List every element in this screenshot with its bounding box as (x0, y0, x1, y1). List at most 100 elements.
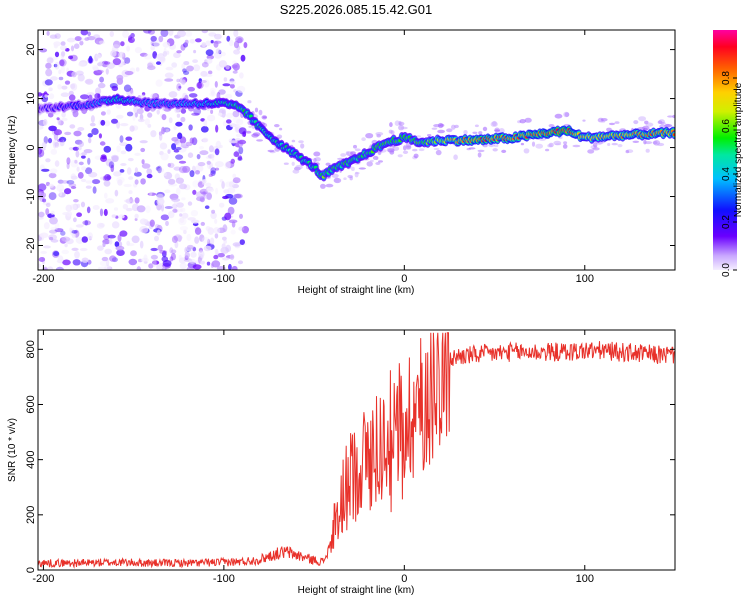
halo-blob (660, 122, 666, 125)
halo-blob (531, 141, 536, 147)
noise-blob (118, 214, 125, 219)
noise-blob (217, 253, 225, 258)
noise-blob (146, 173, 153, 179)
noise-blob (222, 236, 227, 241)
noise-blob (66, 180, 75, 185)
spectrogram-frame (37, 29, 676, 271)
noise-blob (122, 30, 130, 38)
noise-blob (173, 52, 181, 59)
noise-blob (223, 239, 227, 244)
noise-blob (175, 121, 183, 127)
noise-blob (53, 41, 61, 47)
halo-blob (361, 137, 366, 142)
noise-blob (175, 187, 181, 196)
halo-blob (545, 148, 550, 152)
noise-blob (161, 114, 167, 121)
noise-blob (80, 201, 86, 208)
noise-blob (50, 210, 55, 215)
noise-blob (125, 207, 133, 212)
noise-blob (109, 31, 115, 37)
noise-blob (64, 80, 71, 85)
noise-blob (172, 208, 178, 213)
noise-blob (87, 57, 94, 64)
noise-blob (154, 224, 160, 229)
noise-blob (210, 90, 215, 96)
halo-blob (245, 130, 252, 134)
noise-blob (141, 92, 146, 96)
noise-blob (205, 49, 214, 56)
noise-blob (214, 249, 219, 254)
noise-blob (96, 54, 101, 59)
noise-blob (158, 35, 164, 43)
noise-blob (95, 40, 99, 45)
x-tick-label: -200 (32, 573, 54, 585)
noise-blob (169, 256, 174, 262)
halo-blob (492, 148, 498, 152)
noise-blob (47, 266, 54, 270)
noise-blob (71, 233, 76, 238)
noise-blob (48, 125, 57, 132)
noise-blob (56, 184, 65, 192)
halo-blob (477, 149, 485, 153)
noise-blob (92, 186, 97, 194)
noise-blob (214, 218, 218, 224)
noise-blob (204, 205, 210, 209)
noise-blob (39, 232, 49, 239)
y-tick-label: 20 (25, 43, 37, 55)
noise-blob (190, 210, 199, 217)
colorbar-tick-label: 0.8 (721, 71, 732, 85)
noise-blob (203, 119, 208, 127)
noise-blob (238, 226, 245, 231)
noise-blob (124, 57, 131, 64)
noise-blob (190, 251, 197, 258)
noise-blob (206, 192, 212, 201)
noise-blob (72, 110, 79, 118)
noise-blob (194, 227, 202, 235)
noise-blob (173, 125, 177, 130)
noise-blob (75, 150, 80, 158)
noise-blob (175, 177, 184, 184)
noise-blob (110, 50, 117, 57)
noise-blob (54, 61, 60, 70)
noise-blob (199, 150, 209, 156)
noise-blob (152, 260, 160, 265)
noise-blob (157, 244, 163, 252)
noise-blob (70, 45, 75, 52)
noise-blob (103, 61, 111, 65)
noise-blob (213, 40, 219, 48)
noise-blob (183, 61, 190, 66)
noise-blob (72, 259, 81, 266)
noise-blob (173, 234, 183, 242)
noise-blob (229, 123, 237, 128)
noise-blob (230, 229, 236, 235)
noise-blob (149, 191, 153, 196)
noise-blob (201, 236, 210, 244)
noise-blob (144, 118, 150, 126)
noise-blob (77, 172, 84, 179)
noise-blob (180, 207, 186, 213)
noise-blob (76, 212, 82, 217)
halo-blob (609, 122, 615, 126)
noise-blob (47, 137, 53, 144)
halo-blob (562, 144, 568, 149)
noise-blob (159, 250, 168, 254)
noise-blob (187, 201, 193, 206)
noise-blob (59, 59, 65, 66)
halo-blob (358, 167, 366, 170)
noise-blob (210, 40, 214, 44)
noise-blob (53, 251, 60, 257)
noise-blob (191, 219, 200, 224)
noise-blob (224, 212, 232, 221)
halo-blob (254, 107, 259, 113)
noise-blob (159, 56, 166, 62)
noise-blob (106, 175, 112, 180)
noise-blob (112, 44, 120, 49)
noise-blob (167, 211, 175, 219)
noise-blob (50, 148, 58, 155)
noise-blob (170, 249, 177, 254)
noise-blob (241, 131, 247, 137)
halo-blob (351, 166, 355, 171)
noise-blob (198, 250, 205, 258)
noise-blob (155, 53, 165, 62)
noise-blob (221, 181, 225, 189)
